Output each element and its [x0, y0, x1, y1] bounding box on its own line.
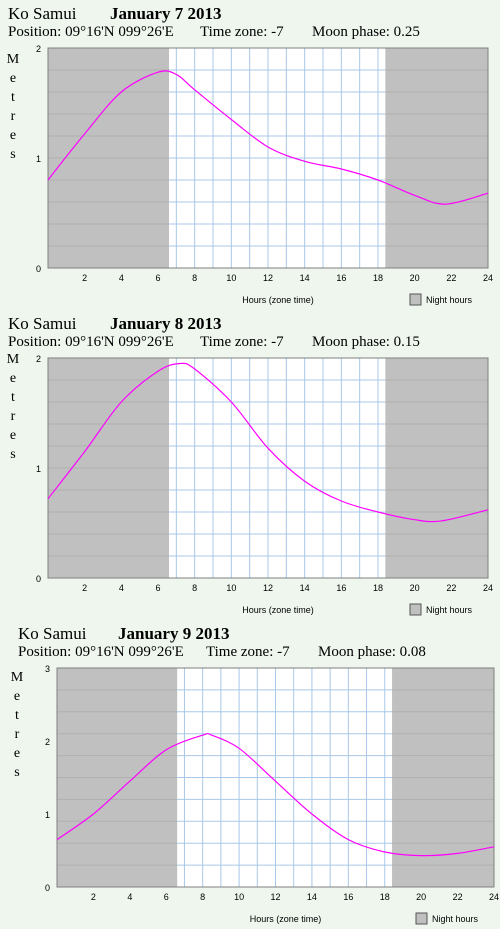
- legend-label: Night hours: [426, 605, 473, 615]
- x-tick-label: 18: [373, 583, 383, 593]
- legend-label: Night hours: [426, 295, 473, 305]
- x-tick-label: 14: [300, 583, 310, 593]
- moon-phase-label: Moon phase: 0.08: [318, 644, 426, 660]
- x-tick-label: 14: [300, 273, 310, 283]
- timezone-label: Time zone: -7: [200, 334, 284, 350]
- x-tick-label: 4: [119, 273, 124, 283]
- date-title: January 8 2013: [110, 314, 222, 333]
- plot-frame: [56, 667, 495, 888]
- plot-frame: [47, 357, 489, 579]
- y-tick-label: 3: [45, 664, 50, 674]
- legend-swatch: [409, 293, 422, 306]
- x-tick-label: 6: [164, 892, 169, 902]
- x-tick-label: 22: [453, 892, 463, 902]
- tide-curve: [47, 362, 489, 523]
- tide-curve: [56, 732, 495, 857]
- tide-panel-1: Ko Samui January 7 2013 Position: 09°16'…: [0, 0, 500, 310]
- y-tick-label: 1: [36, 154, 41, 164]
- x-tick-label: 6: [155, 273, 160, 283]
- x-axis-label: Hours (zone time): [242, 605, 314, 615]
- x-tick-label: 4: [119, 583, 124, 593]
- x-tick-label: 8: [192, 273, 197, 283]
- panel-header: Ko Samui January 7 2013 Position: 09°16'…: [0, 0, 500, 40]
- x-tick-label: 8: [192, 583, 197, 593]
- timezone-label: Time zone: -7: [200, 24, 284, 40]
- x-tick-label: 12: [270, 892, 280, 902]
- x-tick-label: 24: [483, 273, 493, 283]
- location-title: Ko Samui: [8, 4, 77, 23]
- plot-frame: [47, 47, 489, 269]
- legend-swatch: [415, 912, 428, 925]
- x-tick-label: 20: [410, 583, 420, 593]
- x-tick-label: 20: [416, 892, 426, 902]
- x-tick-label: 2: [91, 892, 96, 902]
- position-label: Position: 09°16'N 099°26'E: [18, 644, 184, 660]
- x-tick-label: 18: [373, 273, 383, 283]
- y-tick-label: 2: [36, 354, 41, 364]
- tide-panel-3: Ko Samui January 9 2013 Position: 09°16'…: [0, 620, 500, 929]
- x-tick-label: 2: [82, 273, 87, 283]
- legend-label: Night hours: [432, 914, 479, 924]
- legend-swatch: [409, 603, 422, 616]
- x-tick-label: 18: [380, 892, 390, 902]
- x-tick-label: 24: [483, 583, 493, 593]
- x-tick-label: 16: [343, 892, 353, 902]
- y-tick-label: 1: [36, 464, 41, 474]
- position-label: Position: 09°16'N 099°26'E: [8, 334, 174, 350]
- x-tick-label: 10: [234, 892, 244, 902]
- tide-curve: [47, 70, 489, 205]
- x-tick-label: 16: [336, 273, 346, 283]
- moon-phase-label: Moon phase: 0.15: [312, 334, 420, 350]
- moon-phase-label: Moon phase: 0.25: [312, 24, 420, 40]
- x-tick-label: 8: [200, 892, 205, 902]
- x-tick-label: 10: [226, 273, 236, 283]
- x-tick-label: 22: [446, 273, 456, 283]
- panel-header: Ko Samui January 8 2013 Position: 09°16'…: [0, 310, 500, 350]
- y-tick-label: 2: [36, 44, 41, 54]
- x-axis-label: Hours (zone time): [250, 914, 322, 924]
- x-axis-label: Hours (zone time): [242, 295, 314, 305]
- y-tick-label: 0: [36, 574, 41, 584]
- x-tick-label: 14: [307, 892, 317, 902]
- tide-panel-2: Ko Samui January 8 2013 Position: 09°16'…: [0, 310, 500, 620]
- x-tick-label: 2: [82, 583, 87, 593]
- date-title: January 7 2013: [110, 4, 222, 23]
- x-tick-label: 16: [336, 583, 346, 593]
- y-tick-label: 1: [45, 810, 50, 820]
- x-tick-label: 12: [263, 583, 273, 593]
- x-tick-label: 24: [489, 892, 499, 902]
- x-tick-label: 20: [410, 273, 420, 283]
- panel-header: Ko Samui January 9 2013 Position: 09°16'…: [0, 620, 500, 660]
- x-tick-label: 6: [155, 583, 160, 593]
- y-tick-label: 0: [45, 883, 50, 893]
- x-tick-label: 10: [226, 583, 236, 593]
- location-title: Ko Samui: [18, 624, 87, 643]
- y-tick-label: 2: [45, 737, 50, 747]
- position-label: Position: 09°16'N 099°26'E: [8, 24, 174, 40]
- x-tick-label: 4: [127, 892, 132, 902]
- location-title: Ko Samui: [8, 314, 77, 333]
- date-title: January 9 2013: [118, 624, 230, 643]
- x-tick-label: 12: [263, 273, 273, 283]
- y-tick-label: 0: [36, 264, 41, 274]
- x-tick-label: 22: [446, 583, 456, 593]
- timezone-label: Time zone: -7: [206, 644, 290, 660]
